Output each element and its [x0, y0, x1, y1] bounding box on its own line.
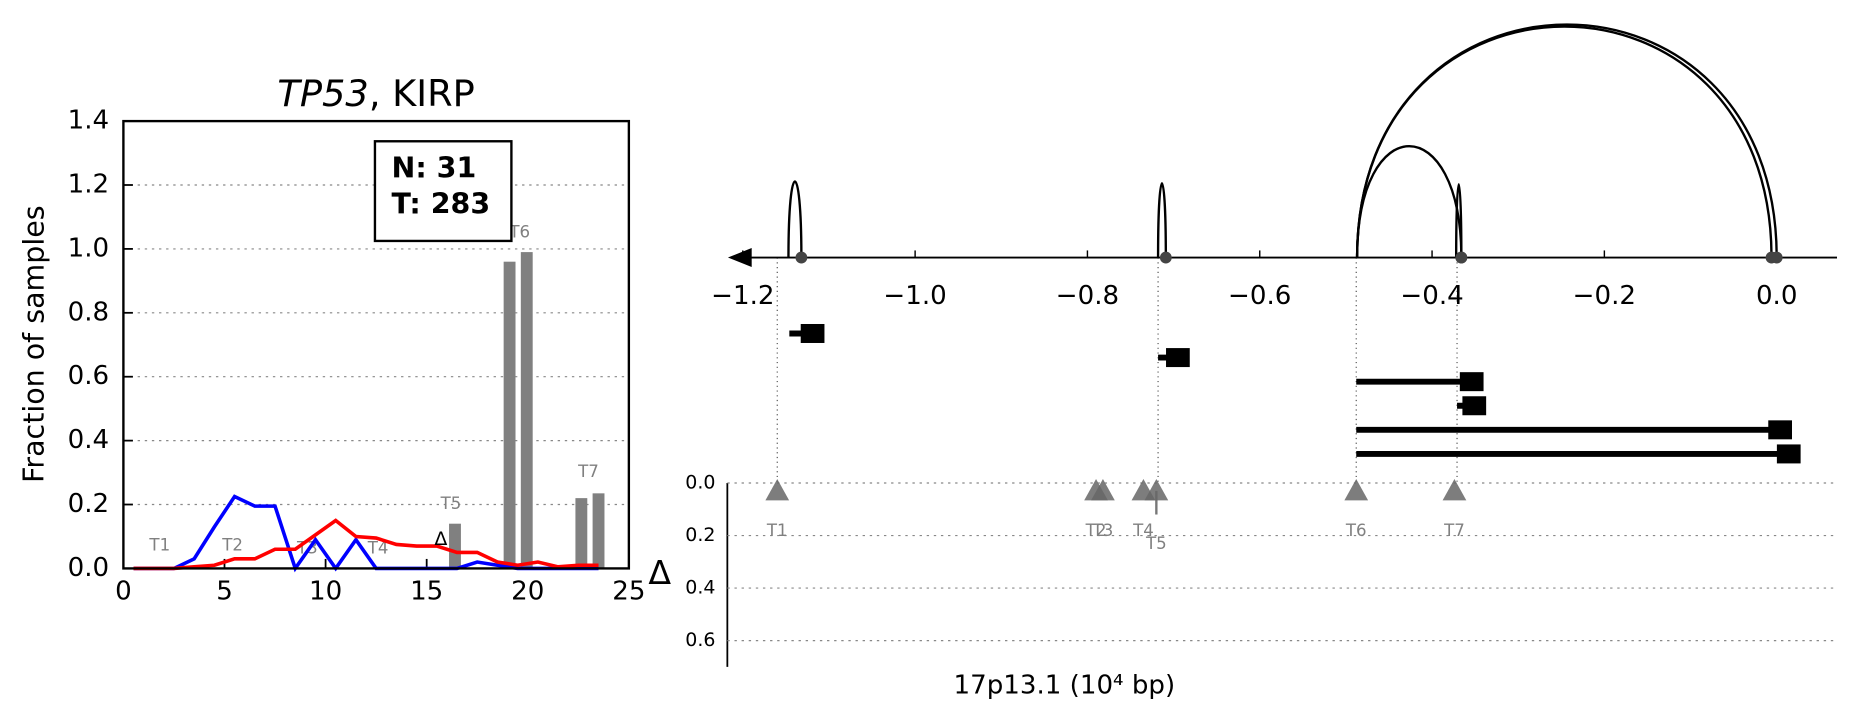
marker-label: T5 — [440, 494, 462, 513]
y-tick-label: 0.6 — [68, 361, 109, 391]
title-gene: TP53 — [277, 71, 368, 114]
junction-arc — [1454, 183, 1463, 258]
title-cohort: , KIRP — [369, 71, 475, 114]
y-tick-label: 0.8 — [68, 297, 109, 327]
x-tick-label: −0.2 — [1573, 281, 1636, 311]
count-box — [373, 140, 513, 243]
junction-end — [1455, 251, 1468, 264]
x-axis-label: 17p13.1 (10⁴ bp) — [954, 670, 1176, 700]
bar — [575, 498, 588, 569]
x-tick-label: 10 — [309, 577, 342, 607]
y-tick-label: 0.6 — [685, 629, 715, 651]
site-marker — [765, 479, 790, 501]
junction-end — [1159, 251, 1172, 264]
y-tick-label: 1.0 — [68, 233, 109, 263]
y-tick-label: 0.4 — [68, 425, 109, 455]
transcript-end — [1462, 396, 1487, 416]
site-label: T3 — [1092, 521, 1114, 540]
transcript-end — [1776, 444, 1801, 464]
transcript-end — [1459, 372, 1484, 392]
delta-axis-label: Δ — [648, 553, 671, 592]
junction-arc — [1355, 25, 1773, 258]
y-tick-label: 0.0 — [68, 553, 109, 583]
plot-frame — [122, 119, 631, 570]
count-label: T: 283 — [392, 187, 491, 220]
marker-label: T6 — [508, 222, 530, 241]
series-line — [133, 518, 599, 571]
x-tick-label: −1.2 — [711, 281, 774, 311]
x-tick-label: 5 — [216, 577, 233, 607]
site-marker — [1091, 479, 1115, 501]
marker-label: T2 — [221, 536, 243, 555]
site-label: T1 — [766, 521, 788, 540]
marker-label: T1 — [148, 536, 170, 555]
site-label: T2 — [1085, 521, 1107, 540]
bar — [592, 493, 605, 569]
y-tick-label: 0.4 — [685, 577, 715, 599]
y-tick-label: 1.4 — [68, 106, 109, 136]
site-label: T5 — [1145, 534, 1167, 553]
junction-arc — [1355, 23, 1778, 258]
transcript-end — [1166, 348, 1190, 368]
x-tick-label: −0.8 — [1056, 281, 1119, 311]
bar — [449, 523, 461, 569]
delta-marker: Δ — [434, 528, 447, 550]
x-tick-label: −0.6 — [1228, 281, 1291, 311]
strand-arrow — [727, 248, 752, 268]
x-tick-label: −1.0 — [883, 281, 946, 311]
site-marker — [1344, 479, 1369, 501]
count-label: N: 31 — [392, 152, 477, 185]
junction-end — [1770, 251, 1783, 264]
y-tick-label: 0.0 — [685, 471, 715, 493]
marker-label: T4 — [367, 539, 389, 558]
marker-label: T7 — [577, 462, 599, 481]
transcript-end — [1768, 420, 1793, 440]
site-label: T6 — [1345, 521, 1367, 540]
x-tick-label: −0.4 — [1400, 281, 1463, 311]
x-tick-label: 0 — [115, 577, 132, 607]
site-label: T7 — [1443, 521, 1465, 540]
y-tick-label: 1.2 — [68, 170, 109, 200]
site-label: T4 — [1132, 521, 1154, 540]
x-tick-label: 0.0 — [1756, 281, 1798, 311]
bar — [503, 261, 516, 569]
y-tick-label: 0.2 — [685, 524, 715, 546]
bar — [520, 252, 533, 569]
y-tick-label: 0.2 — [68, 489, 109, 519]
junction-arc — [787, 180, 803, 258]
transcript-end — [800, 323, 825, 343]
x-tick-label: 15 — [410, 577, 443, 607]
x-tick-label: 20 — [511, 577, 544, 607]
x-tick-label: 25 — [612, 577, 645, 607]
junction-end — [795, 251, 808, 264]
site-marker — [1442, 479, 1467, 501]
y-axis-label: Fraction of samples — [18, 205, 51, 483]
chart-title: TP53, KIRP — [277, 71, 474, 114]
site-marker — [1144, 479, 1169, 501]
junction-arc — [1156, 182, 1168, 258]
